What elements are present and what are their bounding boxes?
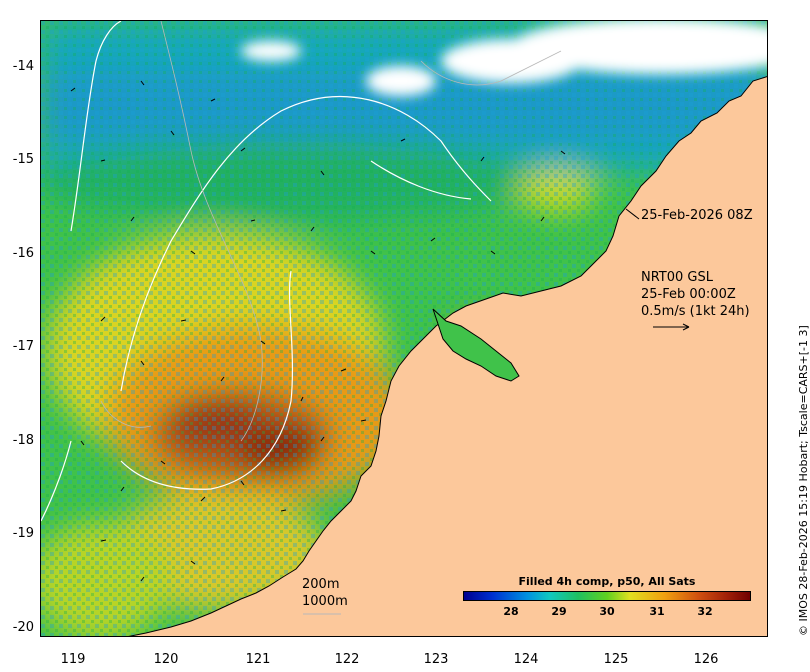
x-axis-label: 121 bbox=[245, 652, 271, 667]
isobath-1000m-label: 1000m bbox=[302, 594, 348, 609]
sst-field bbox=[41, 21, 767, 636]
current-info-line2: 25-Feb 00:00Z bbox=[641, 287, 736, 302]
timestamp-leader bbox=[625, 208, 640, 220]
colorbar-tick: 31 bbox=[649, 605, 665, 618]
isobath-200m-label: 200m bbox=[302, 577, 340, 592]
gulf-peninsula bbox=[432, 308, 520, 382]
x-axis-label: 119 bbox=[60, 652, 86, 667]
isobath-lines bbox=[41, 21, 492, 522]
y-axis-label: -17 bbox=[12, 339, 34, 354]
x-axis-label: 122 bbox=[334, 652, 360, 667]
x-axis-label: 126 bbox=[693, 652, 719, 667]
y-axis-label: -15 bbox=[12, 152, 34, 167]
timestamp-label: 25-Feb-2026 08Z bbox=[641, 208, 753, 223]
y-axis-label: -14 bbox=[12, 59, 34, 74]
y-axis-label: -18 bbox=[12, 433, 34, 448]
land bbox=[128, 76, 767, 636]
colorbar bbox=[463, 591, 751, 601]
colorbar-tick: 29 bbox=[551, 605, 567, 618]
current-vectors bbox=[70, 80, 566, 582]
current-scale-arrow bbox=[653, 323, 690, 331]
y-axis-label: -19 bbox=[12, 526, 34, 541]
x-axis-label: 123 bbox=[423, 652, 449, 667]
y-axis-label: -20 bbox=[12, 620, 34, 635]
x-axis-label: 124 bbox=[513, 652, 539, 667]
colorbar-tick: 30 bbox=[599, 605, 615, 618]
current-info-line1: NRT00 GSL bbox=[641, 270, 713, 285]
current-info-line3: 0.5m/s (1kt 24h) bbox=[641, 304, 750, 319]
credit-text: © IMOS 28-Feb-2026 15:19 Hobart; Tscale=… bbox=[797, 325, 810, 636]
isobath-lines-shelf bbox=[100, 21, 562, 442]
y-axis-label: -16 bbox=[12, 246, 34, 261]
cloud-mask bbox=[241, 21, 767, 96]
colorbar-tick: 32 bbox=[697, 605, 713, 618]
colorbar-tick: 28 bbox=[503, 605, 519, 618]
sst-map[interactable] bbox=[40, 20, 768, 637]
colorbar-title: Filled 4h comp, p50, All Sats bbox=[518, 575, 696, 588]
x-axis-label: 125 bbox=[603, 652, 629, 667]
x-axis-label: 120 bbox=[153, 652, 179, 667]
